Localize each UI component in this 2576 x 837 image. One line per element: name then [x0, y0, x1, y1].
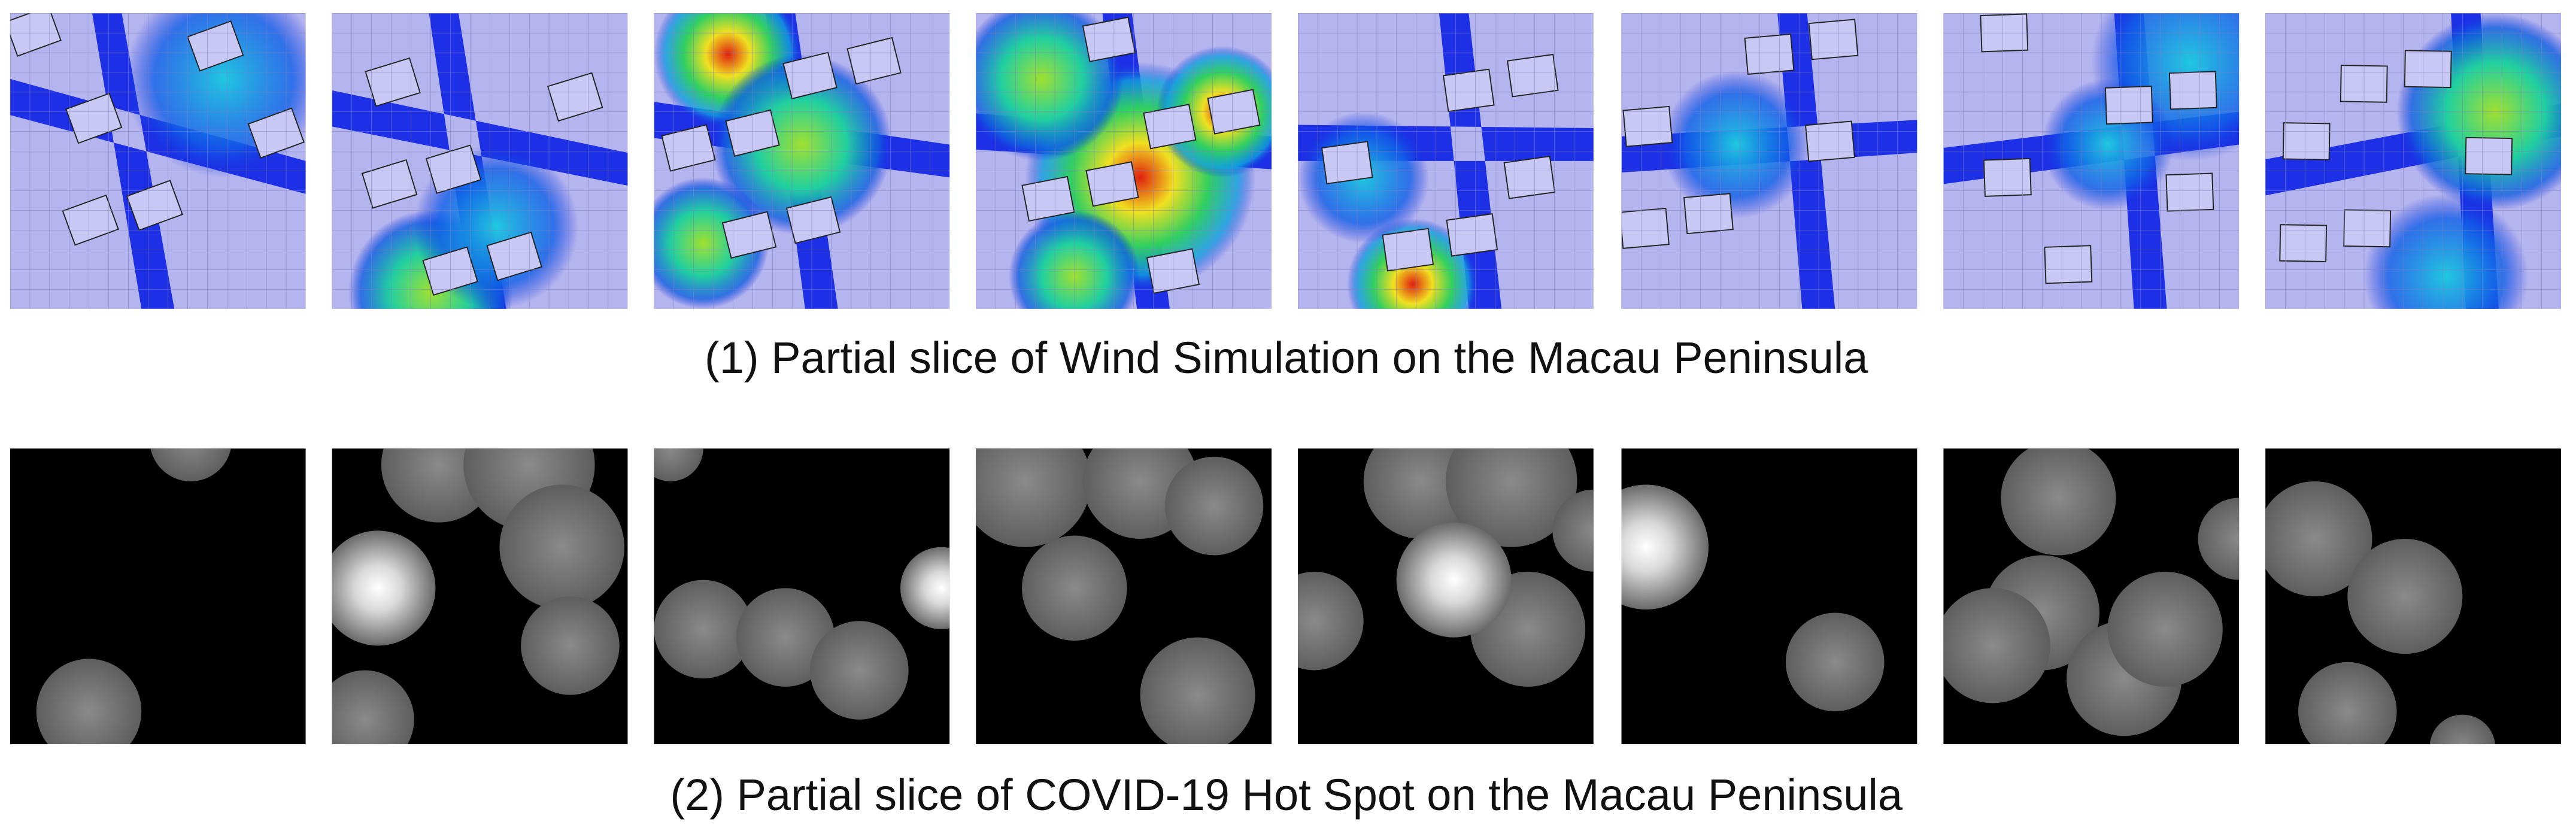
- hotspot: [900, 547, 950, 629]
- wind-tile: [10, 13, 306, 309]
- hotspot-tile: [976, 448, 1272, 744]
- grid-overlay: [2265, 13, 2561, 309]
- hotspot-tile: [2265, 448, 2561, 744]
- hotspot: [2347, 538, 2463, 654]
- hotspot: [1021, 535, 1127, 641]
- hotspot: [1621, 484, 1709, 609]
- hotspot-tile: [654, 448, 950, 744]
- grid-overlay: [654, 13, 950, 309]
- wind-tile: [654, 13, 950, 309]
- hotspot: [1943, 588, 2050, 703]
- hotspot: [2298, 662, 2397, 744]
- hotspot: [1785, 612, 1885, 712]
- wind-tile: [332, 13, 628, 309]
- hotspot-tile: [1943, 448, 2240, 744]
- grid-overlay: [10, 13, 306, 309]
- hotspot: [521, 596, 620, 695]
- hotspot: [654, 448, 703, 481]
- hotspot: [654, 580, 753, 679]
- hotspot-tile: [332, 448, 628, 744]
- hotspot: [2001, 448, 2116, 556]
- hotspot-tile: [1621, 448, 1917, 744]
- grid-overlay: [1621, 13, 1917, 309]
- wind-tile: [1621, 13, 1917, 309]
- hotspot: [36, 659, 142, 744]
- wind-tile: [2265, 13, 2561, 309]
- caption: (1) Partial slice of Wind Simulation on …: [705, 333, 1868, 383]
- hotspot: [1552, 489, 1594, 572]
- hotspot: [2265, 481, 2372, 596]
- hotspot: [499, 484, 624, 609]
- hotspot: [1164, 456, 1264, 556]
- wind-tile: [1297, 13, 1594, 309]
- hotspot: [736, 588, 835, 687]
- hotspot: [976, 448, 1091, 547]
- hotspot: [1297, 571, 1364, 671]
- hotspot: [2107, 571, 2223, 687]
- grid-overlay: [1297, 13, 1594, 309]
- grid-overlay: [332, 13, 628, 309]
- hotspot: [1140, 637, 1255, 744]
- hotspot-tile: [10, 448, 306, 744]
- hotspot: [332, 530, 436, 646]
- grid-overlay: [976, 13, 1272, 309]
- hotspot: [1445, 448, 1577, 547]
- hotspot: [2198, 498, 2240, 580]
- wind-tile: [976, 13, 1272, 309]
- hotspot: [1396, 522, 1512, 638]
- grid-overlay: [1943, 13, 2240, 309]
- hotspot-tile: [1297, 448, 1594, 744]
- wind-tile: [1943, 13, 2240, 309]
- hotspot: [2429, 714, 2495, 744]
- hotspot: [332, 670, 414, 744]
- caption: (2) Partial slice of COVID-19 Hot Spot o…: [670, 770, 1903, 820]
- hotspot: [810, 621, 909, 720]
- hotspot: [150, 448, 231, 481]
